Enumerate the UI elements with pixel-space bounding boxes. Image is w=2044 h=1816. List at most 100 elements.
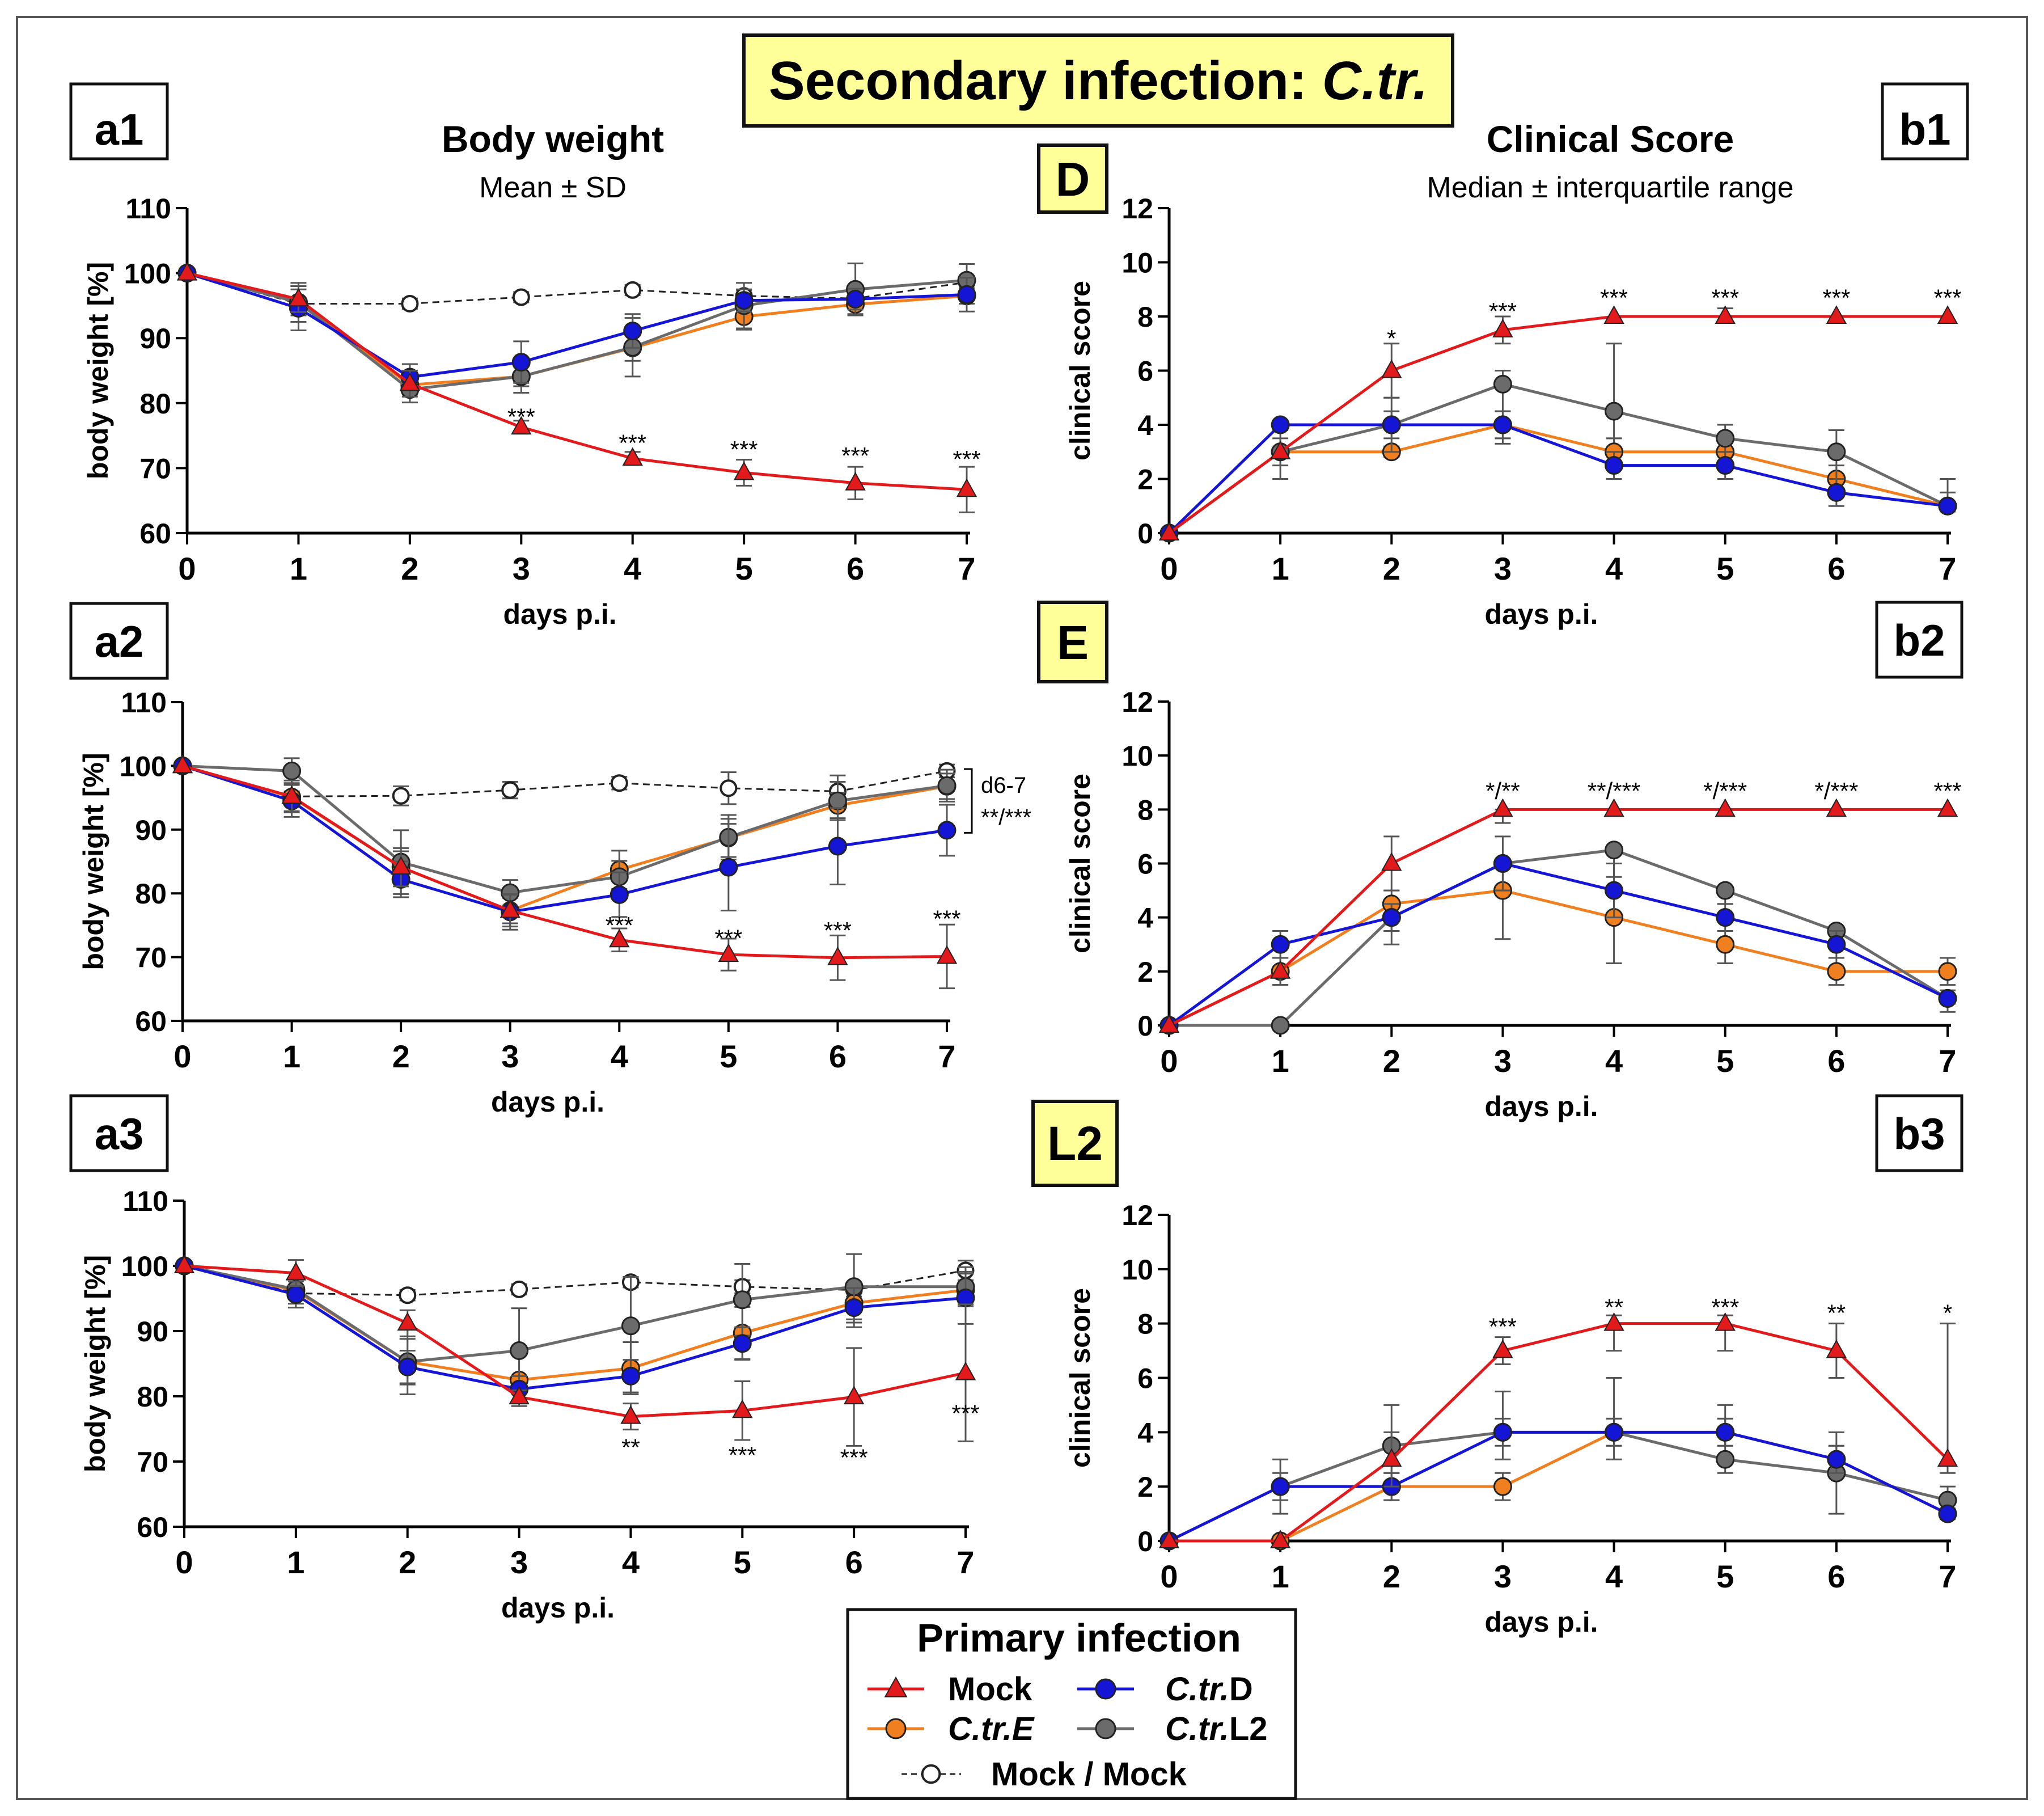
data-point [621,1366,640,1386]
series-line [1168,315,1948,535]
x-tick-label: 5 [720,1038,737,1074]
legend-marker [1095,1678,1116,1700]
chart-a3: a3 60 70 80 90 100 110 0 1 2 3 4 5 6 7 days p.i. body we… [69,1094,980,1624]
data-point [1603,798,1624,817]
significance-label: *** [824,917,852,944]
data-point [623,322,642,341]
clinical-score-title: Clinical Score [1487,118,1734,160]
data-point [1938,989,1957,1008]
y-axis-label: body weight [%] [79,1255,111,1472]
data-point [1826,798,1847,817]
y-tick-label: 100 [124,258,171,290]
legend-marker [921,1764,941,1784]
x-tick-label: 2 [1383,1559,1400,1594]
significance-label: *** [619,429,646,456]
series-line [187,272,967,391]
legend-item-mockmock: Mock / Mock [902,1756,1187,1793]
data-point [401,294,419,312]
significance-label: *** [606,912,633,939]
data-point [1158,1530,1180,1548]
series-b2-ctrD [1159,835,1957,1035]
y-tick-label: 90 [135,814,167,846]
data-point [1158,1014,1180,1033]
data-point [286,1285,306,1304]
data-point [1493,374,1512,394]
data-point [172,754,193,774]
x-tick-label: 7 [938,1038,955,1074]
data-point [1605,1422,1624,1442]
y-tick-label: 110 [121,687,167,719]
series-a2-mock [172,754,958,990]
data-point [1716,1422,1735,1442]
series-b3-mock [1158,1312,1958,1548]
data-point [176,261,198,281]
y-tick-label: 100 [120,750,167,782]
y-tick-label: 10 [1122,740,1153,772]
x-tick-label: 5 [1716,1559,1734,1594]
data-point [1158,522,1180,540]
data-point [1827,962,1846,981]
data-point [1937,1448,1958,1467]
series-line [187,272,967,491]
x-tick-label: 6 [845,1544,863,1580]
significance-label: *** [1933,284,1961,311]
x-tick-label: 2 [392,1038,410,1074]
x-tick-label: 7 [957,1544,974,1580]
error-bar [1606,343,1622,440]
data-point [610,774,628,792]
x-tick-label: 6 [1827,551,1845,586]
significance-label: *** [714,924,742,951]
x-tick-label: 0 [173,1038,191,1074]
y-tick-label: 60 [139,518,171,550]
data-point [733,1290,752,1310]
series-b1-mock [1158,305,1958,540]
data-point [609,928,630,948]
x-axis-label: days p.i. [501,1592,615,1624]
legend-label: Mock / Mock [991,1756,1187,1793]
data-point [624,281,642,299]
series-line [184,1264,966,1391]
y-tick-label: 80 [139,388,171,420]
significance-label: * [1943,1299,1952,1326]
figure-title: Secondary infection: C.tr. [769,50,1428,111]
data-point [1605,841,1624,860]
svg-text:a1: a1 [95,104,144,154]
data-point [1603,1312,1624,1331]
y-tick-label: 8 [1137,1308,1153,1340]
data-point [718,943,739,962]
data-point [719,858,738,877]
data-point [1493,1422,1512,1442]
y-tick-label: 90 [137,1316,168,1348]
x-tick-label: 0 [1160,551,1178,586]
x-tick-label: 3 [510,1544,528,1580]
y-tick-label: 2 [1137,464,1153,496]
significance-label: *** [507,403,535,430]
data-point [845,472,866,491]
x-axis-label: days p.i. [503,598,616,630]
panel-label-b2: b2 [1875,601,1963,679]
legend-label: C.tr.L2 [1165,1711,1268,1747]
data-point [846,289,865,309]
data-point [937,776,957,795]
legend-marker [1095,1718,1116,1739]
chart-a2: a2 60 70 80 90 100 110 0 1 2 3 4 5 6 7 days p.i. body we… [69,602,1031,1118]
data-point [720,779,738,797]
data-point [1382,415,1401,434]
x-tick-label: 0 [175,1544,193,1580]
data-point [281,785,302,804]
series-line [184,1264,966,1363]
y-axis-label: body weight [%] [78,753,109,970]
x-tick-label: 0 [1160,1043,1178,1079]
legend: Primary infection Mock C.tr.D C.tr.E C.tr.L… [846,1608,1297,1800]
y-tick-label: 8 [1137,301,1153,333]
x-tick-label: 6 [829,1038,847,1074]
x-tick-label: 2 [399,1544,416,1580]
legend-marker [885,1718,907,1739]
data-point [288,288,309,307]
y-tick-label: 100 [121,1251,168,1282]
data-point [1271,1016,1290,1035]
y-tick-label: 110 [122,1185,168,1217]
